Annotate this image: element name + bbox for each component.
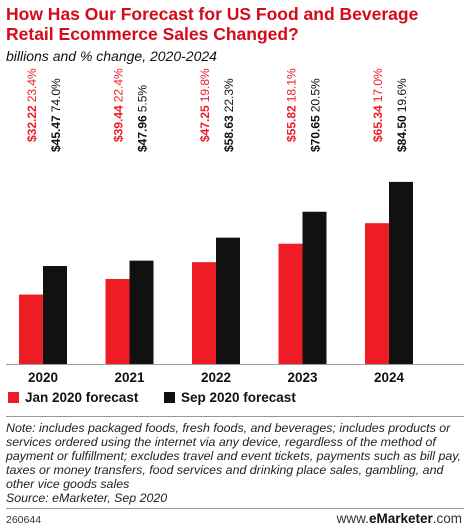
bar-sep-2023 [302,211,327,364]
source-text: Source: eMarketer, Sep 2020 [6,491,168,506]
legend-label-jan: Jan 2020 forecast [25,390,139,405]
legend-label-sep: Sep 2020 forecast [181,390,296,405]
value-label: $47.96 [136,115,150,152]
pct-label: 18.1% [285,68,299,102]
data-label-jan-2021: $39.44 22.4% [112,68,126,142]
legend-swatch-jan [8,392,19,403]
data-label-jan-2020: $32.22 23.4% [25,68,39,142]
bar-jan-2020 [19,294,43,364]
bar-jan-2023 [278,243,303,364]
bar-sep-2021 [129,260,154,364]
x-tick-label-2020: 2020 [28,370,58,385]
pct-label: 19.8% [198,68,212,102]
bar-jan-2024 [365,223,389,364]
chart-note: Note: includes packaged foods, fresh foo… [6,421,466,506]
value-label: $70.65 [309,115,323,152]
data-label-jan-2022: $47.25 19.8% [198,68,212,142]
divider-bottom [6,508,464,509]
legend-item-jan: Jan 2020 forecast [8,390,138,405]
data-label-sep-2024: $84.50 19.6% [395,78,409,152]
x-tick-label-2024: 2024 [374,370,405,385]
value-label: $47.25 [198,105,212,142]
x-tick-label-2021: 2021 [114,370,145,385]
brand-name: eMarketer [368,511,433,526]
x-tick-label-2023: 2023 [287,370,318,385]
pct-label: 22.4% [112,68,126,102]
brand-logo: www.eMarketer.com [337,511,462,526]
brand-prefix: www. [336,511,369,526]
note-text: Note: includes packaged foods, fresh foo… [6,421,461,492]
x-tick-label-2022: 2022 [201,370,231,385]
chart-title: How Has Our Forecast for US Food and Bev… [6,4,419,44]
pct-label: 20.5% [309,78,323,112]
value-label: $65.34 [371,105,385,142]
bar-jan-2022 [192,262,216,364]
data-label-jan-2024: $65.34 17.0% [371,68,385,142]
legend-swatch-sep [164,392,175,403]
bar-chart: $32.22 23.4% $45.47 74.0% 2020 $39.44 22.4% $47… [6,68,464,385]
brand-suffix: .com [432,511,462,526]
value-label: $39.44 [112,105,126,142]
chart-id: 260644 [6,514,42,526]
data-label-sep-2021: $47.96 5.5% [136,85,150,152]
pct-label: 74.0% [49,78,63,112]
pct-label: 23.4% [25,68,39,102]
legend-item-sep: Sep 2020 forecast [164,390,296,405]
value-label: $58.63 [222,115,236,152]
data-label-sep-2023: $70.65 20.5% [309,78,323,152]
chart-subtitle: billions and % change, 2020-2024 [6,48,217,64]
bar-sep-2020 [43,266,67,364]
pct-label: 19.6% [395,78,409,112]
pct-label: 17.0% [371,68,385,102]
pct-label: 5.5% [136,85,150,113]
value-label: $32.22 [25,105,39,142]
value-label: $84.50 [395,115,409,152]
data-label-sep-2022: $58.63 22.3% [222,78,236,152]
divider-top [6,416,464,417]
data-label-jan-2023: $55.82 18.1% [285,68,299,142]
bar-sep-2024 [389,181,413,364]
value-label: $45.47 [49,115,63,152]
value-label: $55.82 [285,105,299,142]
bar-jan-2021 [105,279,130,364]
pct-label: 22.3% [222,78,236,112]
bar-sep-2022 [216,237,240,364]
data-label-sep-2020: $45.47 74.0% [49,78,63,152]
